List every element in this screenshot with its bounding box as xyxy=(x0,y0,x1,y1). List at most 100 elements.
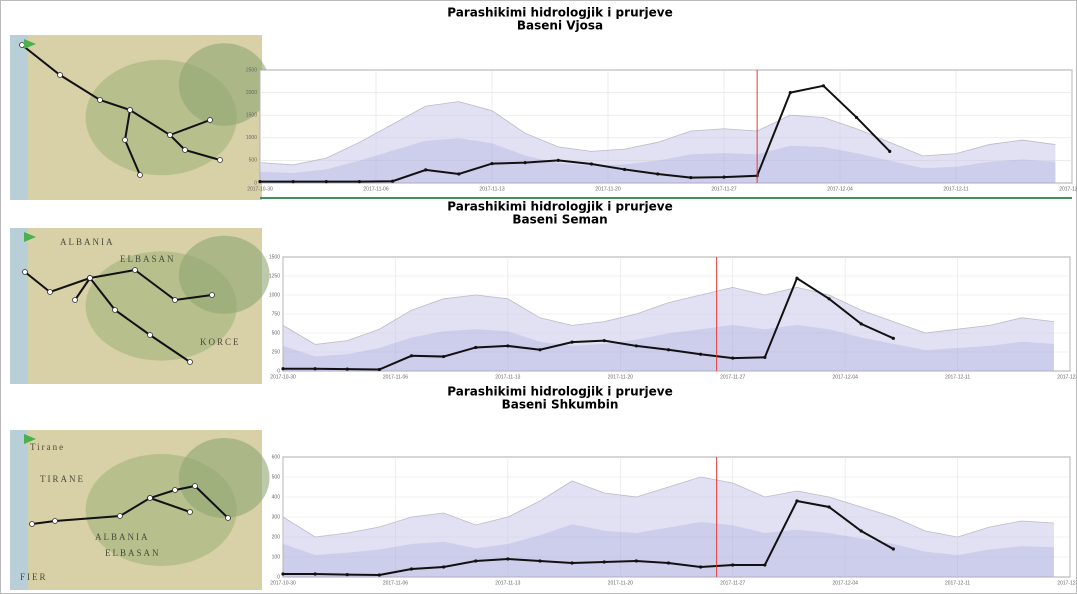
y-tick-label: 600 xyxy=(272,454,281,460)
data-point xyxy=(722,176,725,179)
x-tick-label: 2017-12-18 xyxy=(1059,186,1077,192)
chart-title: Parashikimi hidrologjik i prurjeve xyxy=(447,6,673,20)
y-tick-label: 1500 xyxy=(269,254,280,260)
data-point xyxy=(699,353,702,356)
data-point xyxy=(346,368,349,371)
x-tick-label: 2017-12-11 xyxy=(945,374,970,380)
station xyxy=(210,293,215,298)
station xyxy=(88,276,93,281)
data-point xyxy=(789,91,792,94)
station xyxy=(118,514,123,519)
x-tick-label: 2017-12-18 xyxy=(1057,580,1077,586)
data-point xyxy=(603,560,606,563)
data-point xyxy=(281,367,284,370)
x-tick-label: 2017-11-13 xyxy=(495,374,520,380)
station xyxy=(123,138,128,143)
station xyxy=(53,519,58,524)
data-point xyxy=(258,180,261,183)
data-point xyxy=(378,368,381,371)
station xyxy=(173,298,178,303)
chart-subtitle: Baseni Vjosa xyxy=(517,19,603,33)
data-point xyxy=(442,565,445,568)
data-point xyxy=(667,348,670,351)
y-tick-label: 1250 xyxy=(269,273,280,279)
x-tick-label: 2017-12-18 xyxy=(1057,374,1077,380)
data-point xyxy=(855,116,858,119)
x-tick-label: 2017-11-27 xyxy=(711,186,736,192)
data-point xyxy=(292,180,295,183)
map-sea xyxy=(10,430,28,590)
data-point xyxy=(590,162,593,165)
data-point xyxy=(457,172,460,175)
data-point xyxy=(506,557,509,560)
data-point xyxy=(410,354,413,357)
x-tick-label: 2017-10-30 xyxy=(247,186,273,192)
y-tick-label: 100 xyxy=(272,554,281,560)
data-point xyxy=(689,176,692,179)
data-point xyxy=(731,563,734,566)
station xyxy=(188,510,193,515)
data-point xyxy=(888,150,891,153)
chart-subtitle: Baseni Seman xyxy=(512,213,607,227)
data-point xyxy=(731,356,734,359)
data-point xyxy=(474,559,477,562)
station xyxy=(20,43,25,48)
chart-title: Parashikimi hidrologjik i prurjeve xyxy=(447,385,673,399)
data-point xyxy=(860,322,863,325)
x-tick-label: 2017-12-11 xyxy=(943,186,968,192)
data-point xyxy=(557,159,560,162)
station xyxy=(73,298,78,303)
map-relief xyxy=(179,236,270,314)
data-point xyxy=(822,84,825,87)
page: Parashikimi hidrologjik i prurjeveBaseni… xyxy=(0,0,1077,594)
data-point xyxy=(827,297,830,300)
map-sea xyxy=(10,35,28,200)
data-point xyxy=(410,567,413,570)
data-point xyxy=(391,180,394,183)
map-label: Tirane xyxy=(30,442,65,452)
y-tick-label: 500 xyxy=(272,474,281,480)
station xyxy=(58,73,63,78)
data-point xyxy=(667,561,670,564)
map-label: ALBANIA xyxy=(60,237,115,247)
y-tick-label: 400 xyxy=(272,494,281,500)
station xyxy=(183,148,188,153)
station xyxy=(138,173,143,178)
data-point xyxy=(506,344,509,347)
station xyxy=(188,360,193,365)
data-point xyxy=(538,348,541,351)
station xyxy=(98,98,103,103)
data-point xyxy=(378,573,381,576)
map-relief xyxy=(179,438,270,518)
data-point xyxy=(524,161,527,164)
data-point xyxy=(538,559,541,562)
data-point xyxy=(635,559,638,562)
map-label: KORCE xyxy=(200,337,241,347)
x-tick-label: 2017-11-20 xyxy=(608,580,633,586)
data-point xyxy=(281,572,284,575)
data-point xyxy=(571,561,574,564)
data-point xyxy=(571,341,574,344)
data-point xyxy=(795,499,798,502)
map-label: ELBASAN xyxy=(105,548,161,558)
y-tick-label: 1000 xyxy=(246,135,257,141)
x-tick-label: 2017-11-06 xyxy=(383,580,408,586)
data-point xyxy=(892,337,895,340)
data-point xyxy=(892,547,895,550)
data-point xyxy=(314,572,317,575)
data-point xyxy=(358,180,361,183)
data-point xyxy=(827,505,830,508)
chart-subtitle: Baseni Shkumbin xyxy=(502,398,619,412)
data-point xyxy=(699,565,702,568)
data-point xyxy=(635,344,638,347)
x-tick-label: 2017-11-13 xyxy=(495,580,520,586)
x-tick-label: 2017-11-27 xyxy=(720,580,745,586)
data-point xyxy=(795,277,798,280)
station xyxy=(148,333,153,338)
station xyxy=(133,268,138,273)
y-tick-label: 750 xyxy=(272,311,281,317)
map-label: FIER xyxy=(20,572,48,582)
x-tick-label: 2017-11-13 xyxy=(479,186,504,192)
data-point xyxy=(603,339,606,342)
map-label: ELBASAN xyxy=(120,254,176,264)
